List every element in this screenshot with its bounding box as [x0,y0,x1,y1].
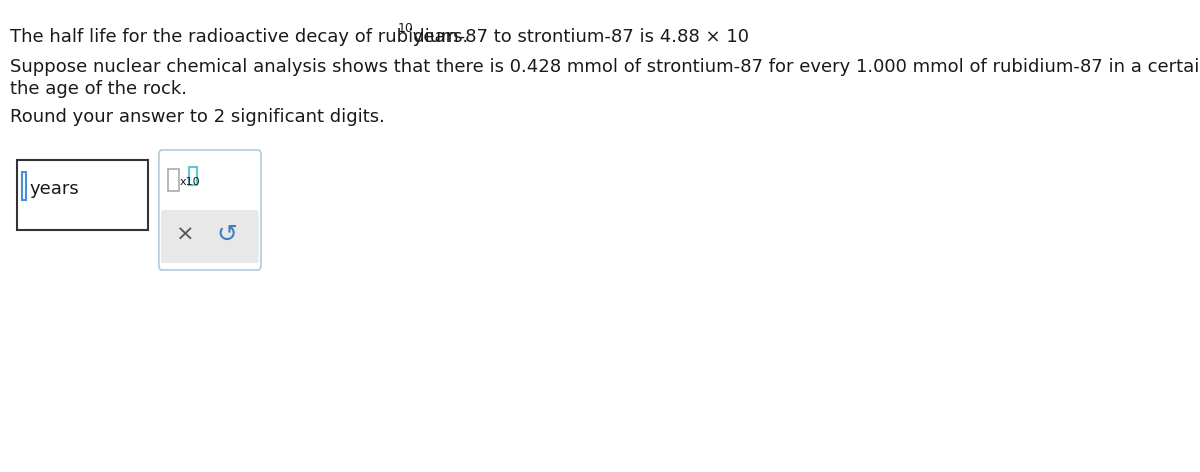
Text: The half life for the radioactive decay of rubidium-87 to strontium-87 is 4.88 ×: The half life for the radioactive decay … [11,28,749,46]
Text: x10: x10 [179,177,200,187]
Text: Suppose nuclear chemical analysis shows that there is 0.428 mmol of strontium-87: Suppose nuclear chemical analysis shows … [11,58,1200,76]
FancyBboxPatch shape [158,150,260,270]
FancyBboxPatch shape [168,169,179,191]
Text: ↺: ↺ [216,223,238,247]
FancyBboxPatch shape [161,210,259,263]
FancyBboxPatch shape [188,167,197,185]
Text: 10: 10 [397,22,414,35]
FancyBboxPatch shape [17,160,148,230]
Text: Round your answer to 2 significant digits.: Round your answer to 2 significant digit… [11,108,385,126]
Text: the age of the rock.: the age of the rock. [11,80,187,98]
Text: years: years [30,180,79,198]
Text: years.: years. [407,28,468,46]
Text: ×: × [176,225,194,245]
FancyBboxPatch shape [22,172,26,200]
